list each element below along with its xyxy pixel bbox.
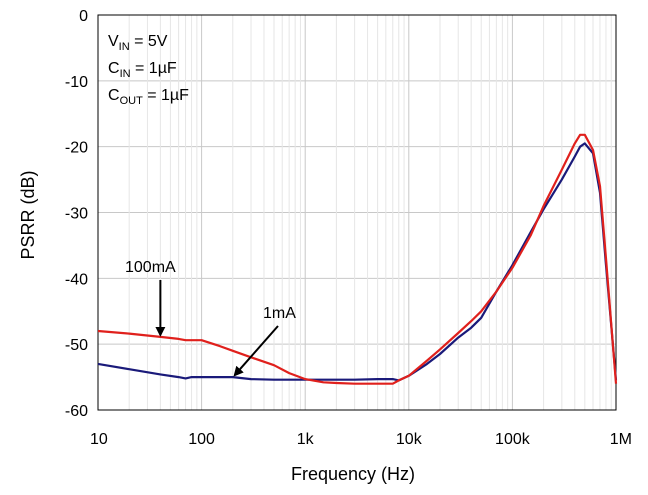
- x-tick-label: 1M: [610, 431, 632, 448]
- condition-label: COUT = 1µF: [108, 87, 189, 107]
- plot-frame: [97, 14, 617, 411]
- x-tick-label: 1k: [297, 431, 315, 448]
- x-tick-label: 100: [188, 431, 215, 448]
- grid: [98, 15, 616, 410]
- y-tick-label: -10: [65, 74, 88, 91]
- arrow-1mA: [233, 325, 279, 377]
- series-line-1mA: [97, 142, 618, 382]
- series-lines: [97, 133, 618, 385]
- annotations: 100mA 1mA: [125, 259, 296, 377]
- y-tick-label: -20: [65, 140, 88, 157]
- x-tick-label: 100k: [495, 431, 531, 448]
- y-tick-label: -40: [65, 271, 88, 288]
- y-tick-label: 0: [79, 8, 88, 25]
- x-tick-label: 10k: [396, 431, 423, 448]
- condition-label: VIN = 5V: [108, 33, 168, 53]
- annotation-1mA: 1mA: [263, 305, 296, 322]
- test-conditions: VIN = 5V CIN = 1µF COUT = 1µF: [108, 33, 189, 107]
- y-axis-label: PSRR (dB): [18, 170, 38, 259]
- y-tick-label: -30: [65, 206, 88, 223]
- y-tick-label: -60: [65, 403, 88, 420]
- annotation-100mA: 100mA: [125, 259, 176, 276]
- condition-label: CIN = 1µF: [108, 60, 177, 80]
- series-line-100mA: [97, 133, 618, 385]
- x-axis-label: Frequency (Hz): [291, 464, 415, 484]
- x-tick-label: 10: [90, 431, 108, 448]
- y-tick-label: -50: [65, 337, 88, 354]
